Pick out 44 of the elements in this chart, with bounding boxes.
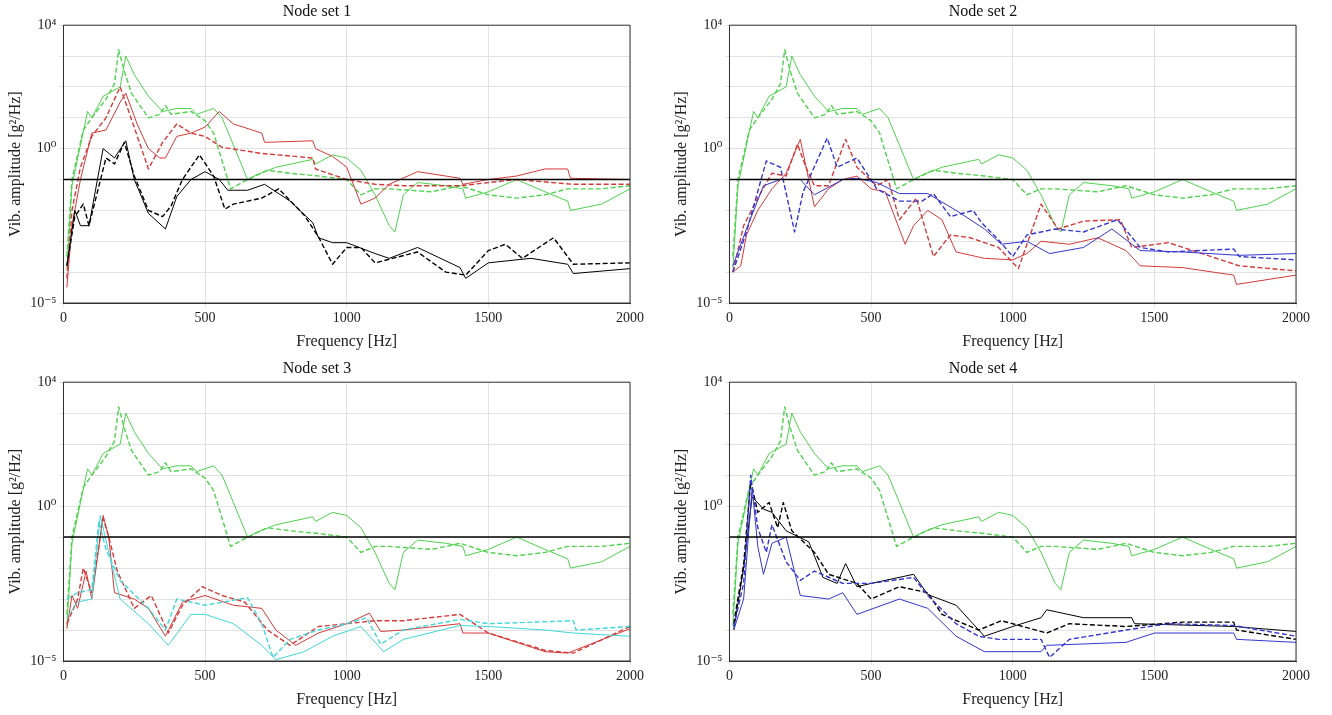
x-tick-label: 500: [860, 310, 882, 326]
x-tick-label: 2000: [1282, 310, 1310, 326]
x-tick-label: 1000: [332, 310, 361, 326]
x-tick-label: 500: [194, 310, 216, 326]
x-tick-label: 500: [860, 668, 882, 684]
y-tick-label: 10⁻⁵: [696, 294, 723, 310]
y-axis-title: Vib. amplitude [g²/Hz]: [5, 448, 24, 595]
x-tick-label: 2000: [616, 668, 644, 684]
y-axis-title: Vib. amplitude [g²/Hz]: [671, 91, 690, 237]
y-axis-title: Vib. amplitude [g²/Hz]: [671, 448, 690, 595]
chart-title: Node set 1: [282, 1, 352, 19]
x-axis-title: Frequency [Hz]: [962, 331, 1064, 350]
y-tick-label: 10⁰: [702, 497, 723, 513]
y-tick-label: 10⁰: [702, 140, 723, 156]
chart-title: Node set 4: [948, 358, 1018, 376]
chart-title: Node set 2: [948, 1, 1018, 19]
y-tick-label: 10⁴: [37, 16, 57, 32]
x-tick-label: 0: [725, 668, 733, 684]
x-tick-label: 1500: [474, 310, 503, 326]
x-tick-label: 1000: [998, 668, 1027, 684]
x-tick-label: 1500: [1140, 310, 1169, 326]
y-tick-label: 10⁻⁵: [30, 294, 57, 310]
x-tick-label: 1500: [1140, 668, 1169, 684]
x-axis-title: Frequency [Hz]: [296, 331, 398, 350]
y-tick-label: 10⁴: [37, 373, 57, 389]
x-tick-label: 0: [59, 310, 67, 326]
y-axis-title: Vib. amplitude [g²/Hz]: [5, 91, 24, 237]
x-tick-label: 500: [194, 668, 216, 684]
x-axis-title: Frequency [Hz]: [296, 689, 398, 708]
x-tick-label: 1000: [998, 310, 1027, 326]
x-tick-label: 1000: [332, 668, 361, 684]
x-tick-label: 2000: [1282, 668, 1310, 684]
y-tick-label: 10⁴: [703, 373, 723, 389]
y-tick-label: 10⁰: [36, 140, 57, 156]
x-tick-label: 1500: [474, 668, 503, 684]
y-tick-label: 10⁻⁵: [30, 652, 57, 668]
y-tick-label: 10⁴: [703, 16, 723, 32]
x-tick-label: 0: [725, 310, 733, 326]
x-tick-label: 0: [59, 668, 67, 684]
chart-title: Node set 3: [282, 358, 352, 376]
x-axis-title: Frequency [Hz]: [962, 689, 1064, 708]
x-tick-label: 2000: [616, 310, 644, 326]
y-tick-label: 10⁻⁵: [696, 652, 723, 668]
y-tick-label: 10⁰: [36, 497, 57, 513]
